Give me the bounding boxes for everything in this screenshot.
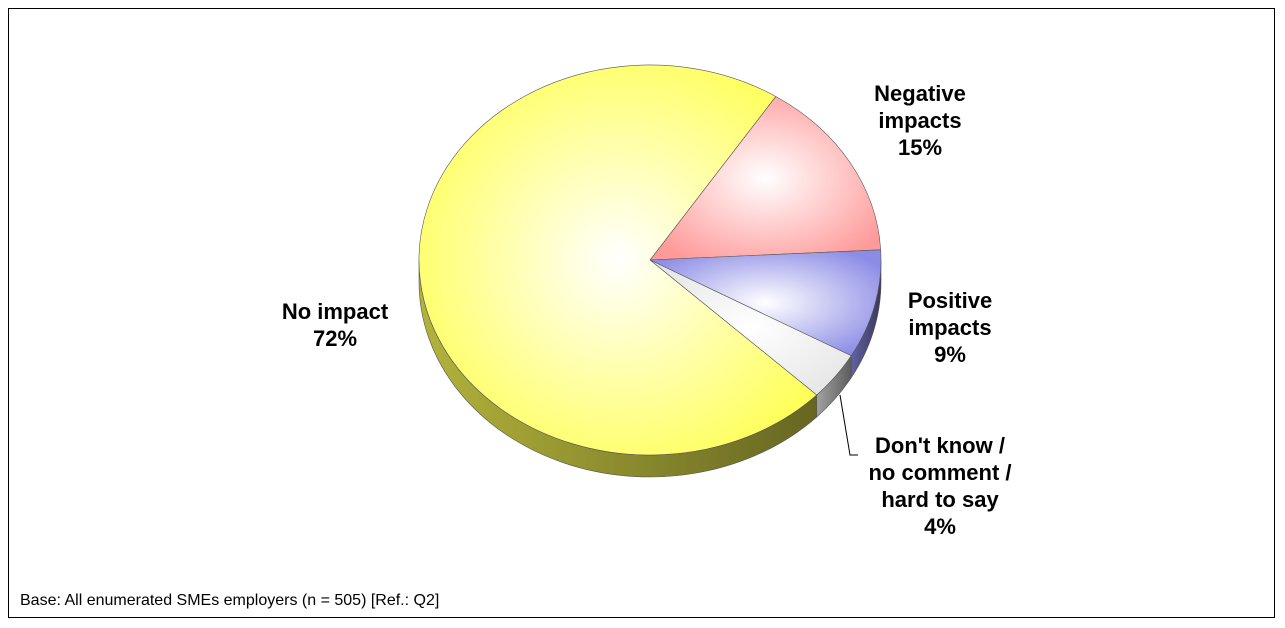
slice-label: No impact 72%	[255, 298, 415, 352]
slice-value: 4%	[924, 514, 956, 539]
slice-label: Don't know / no comment / hard to say 4%	[860, 432, 1020, 540]
slice-value: 9%	[934, 342, 966, 367]
slice-name: Negative impacts	[874, 81, 966, 133]
slice-name: Don't know / no comment / hard to say	[868, 433, 1012, 512]
footnote: Base: All enumerated SMEs employers (n =…	[20, 592, 440, 609]
pie-slice	[649, 96, 882, 261]
chart-frame	[8, 8, 1275, 618]
slice-name: No impact	[281, 299, 389, 324]
slice-label: Positive impacts 9%	[870, 287, 1030, 368]
pie-slice	[649, 249, 882, 357]
pie-slice	[418, 64, 818, 456]
slice-name: Positive impacts	[907, 288, 993, 340]
slice-value: 15%	[897, 135, 943, 160]
slice-label: Negative impacts 15%	[845, 80, 995, 161]
leader-line	[839, 394, 858, 456]
slice-value: 72%	[312, 326, 358, 351]
